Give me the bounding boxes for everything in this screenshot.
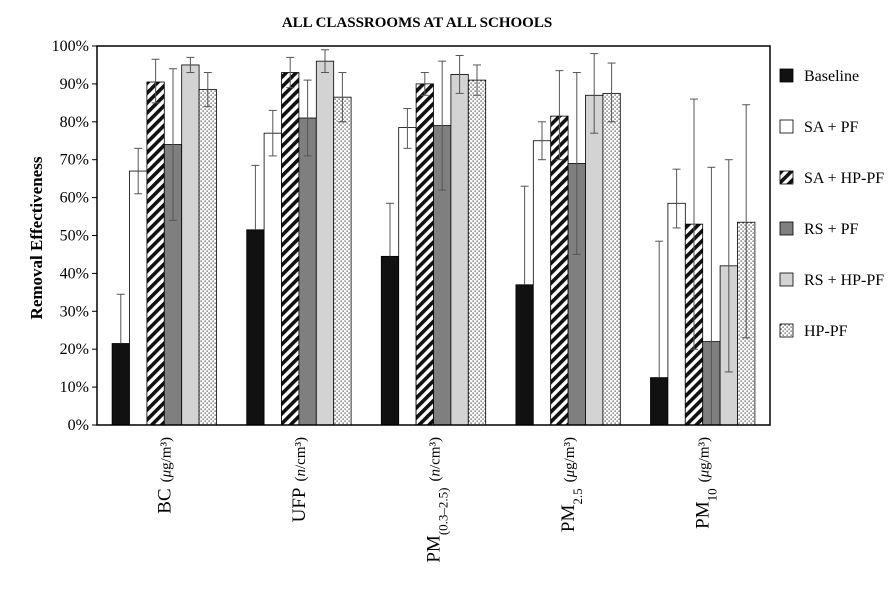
y-tick-label: 30% (60, 303, 89, 320)
plot-frame (96, 45, 771, 426)
y-tick-label: 0% (68, 417, 89, 434)
legend-swatch (779, 170, 794, 185)
bar (515, 284, 534, 426)
category-main: PM (558, 505, 579, 533)
bar (198, 89, 217, 426)
category-label: PM2.5 (μg/m³) (558, 437, 585, 532)
y-tick-label: 60% (60, 190, 89, 207)
category-labels: BC(μg/m³)UFP(n/cm³)PM(0.3–2.5)(n/cm³)PM2… (154, 437, 719, 563)
unit-part: ( (697, 477, 713, 482)
bar (263, 132, 282, 426)
y-tick-label: 80% (60, 114, 89, 131)
legend-swatch (779, 272, 794, 287)
bar (146, 81, 165, 426)
y-tick-label: 10% (60, 379, 89, 396)
unit-italic: n (428, 469, 444, 477)
legend-label: SA + PF (804, 119, 858, 136)
bar (667, 202, 686, 426)
legend-label: RS + PF (804, 221, 858, 238)
bar (450, 74, 469, 426)
category-label: PM10 (μg/m³) (693, 437, 720, 529)
legend-swatch (779, 221, 794, 236)
bar (129, 170, 148, 426)
unit-part: ( (562, 477, 578, 482)
legend-swatch (779, 119, 794, 134)
bar (467, 79, 487, 426)
bar (380, 255, 400, 426)
unit-part: g/m³) (562, 437, 578, 470)
category-subscript: (0.3–2.5) (435, 488, 450, 536)
unit-part: ( (293, 477, 309, 482)
bar (281, 72, 300, 426)
chart-title: ALL CLASSROOMS AT ALL SCHOOLS (282, 15, 552, 31)
bar (181, 64, 200, 426)
category-main: UFP (289, 488, 310, 523)
y-tick-label: 90% (60, 76, 89, 93)
category-label: UFP (n/cm³) (289, 437, 310, 522)
unit-italic: μ (562, 469, 578, 478)
unit-part: /cm³) (293, 437, 309, 469)
bar (298, 117, 317, 426)
bar (602, 92, 621, 426)
y-tick-label: 100% (52, 38, 89, 55)
legend-label: RS + HP-PF (804, 272, 884, 289)
category-unit: (μg/m³) (697, 437, 713, 482)
category-subscript: 2.5 (570, 488, 585, 504)
unit-italic: n (293, 469, 309, 477)
bar (315, 60, 335, 426)
category-main: PM (693, 501, 714, 529)
category-unit: (μg/m³) (562, 437, 578, 482)
legend-label: SA + HP-PF (804, 170, 884, 187)
bar (650, 377, 669, 426)
unit-part: g/m³) (158, 437, 174, 470)
y-tick-label: 40% (60, 265, 89, 282)
y-tick-label: 70% (60, 152, 89, 169)
y-axis-label: Removal Effectiveness (27, 156, 46, 319)
category-unit: (n/cm³) (428, 437, 444, 482)
bar (398, 127, 417, 426)
unit-part: g/m³) (697, 437, 713, 470)
legend-label: Baseline (804, 68, 859, 85)
bar (585, 94, 604, 426)
legend-swatch (779, 68, 794, 83)
legend: Baseline SA + PF SA + HP-PF RS + PF RS + HP-… (779, 68, 884, 340)
bar (550, 115, 569, 426)
bar (532, 140, 552, 426)
category-main: PM (424, 535, 445, 563)
unit-part: /cm³) (428, 437, 444, 469)
bars-layer (111, 60, 756, 426)
category-subscript: 10 (704, 488, 719, 501)
bar (246, 229, 265, 426)
bar (333, 96, 352, 426)
bar (415, 83, 434, 426)
unit-italic: μ (158, 469, 174, 478)
bar (111, 343, 130, 426)
legend-swatch (779, 323, 794, 338)
y-axis-ticks: 0% 10% 20% 30% 40% 50% 60% 70% 80% 90% 100% (52, 38, 97, 434)
category-main: BC (154, 488, 175, 513)
unit-part: ( (158, 477, 174, 482)
category-label: BC (μg/m³) (154, 437, 175, 514)
y-tick-label: 20% (60, 341, 89, 358)
y-tick-label: 50% (60, 228, 89, 245)
category-unit: (n/cm³) (293, 437, 309, 482)
category-unit: (μg/m³) (158, 437, 174, 482)
legend-label: HP-PF (804, 323, 848, 340)
category-label: PM(0.3–2.5) (n/cm³) (424, 437, 451, 563)
unit-italic: μ (697, 469, 713, 478)
unit-part: ( (428, 477, 444, 482)
error-bars-layer (116, 49, 751, 426)
